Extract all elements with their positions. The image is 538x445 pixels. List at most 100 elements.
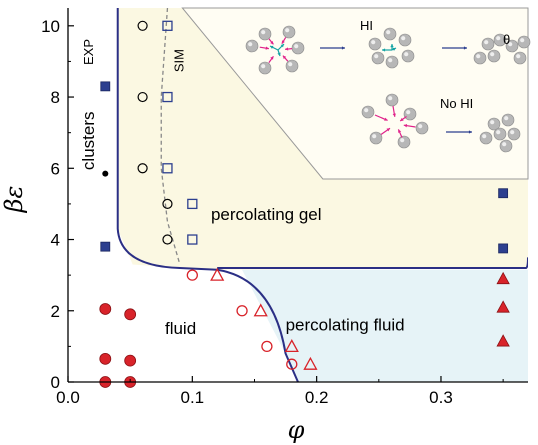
y-tick-label: 10 (41, 17, 60, 36)
inset-ball (487, 117, 501, 131)
inset-ball (369, 131, 383, 145)
inset-label-theta: θ (503, 32, 510, 47)
inset-ball (291, 41, 305, 55)
inset-ball (493, 127, 507, 141)
x-tick-label: 0.0 (56, 388, 80, 407)
data-point-open-circle-red (186, 269, 198, 281)
label-clusters: clusters (79, 111, 98, 170)
data-point-filled-circle-black (102, 170, 109, 177)
y-tick-label: 2 (51, 302, 60, 321)
data-point-open-triangle-red (253, 303, 268, 317)
data-point-filled-square-blue (498, 243, 509, 254)
data-point-open-circle-black (137, 20, 148, 31)
label-percolating-fluid: percolating fluid (286, 315, 405, 334)
inset-arrow (282, 55, 289, 62)
inset-ball (368, 37, 382, 51)
inset-arrow (399, 116, 407, 122)
inset-ball (403, 107, 417, 121)
y-tick-label: 6 (51, 159, 60, 178)
data-point-open-circle-black (162, 198, 173, 210)
inset-ball (258, 61, 272, 75)
inset-ball (507, 127, 521, 141)
data-points-layer (99, 20, 510, 388)
data-point-filled-circle-red (99, 352, 112, 365)
inset-label-hi: HI (360, 18, 373, 33)
axes-layer: 0.0 0.1 0.2 0.3 0 2 4 6 8 10 φ βε (0, 8, 528, 444)
y-tick-label: 4 (51, 231, 60, 250)
inset-arrow (277, 49, 281, 57)
x-tick-label: 0.1 (181, 388, 205, 407)
x-tick-label: 0.3 (429, 388, 453, 407)
inset-panel (181, 7, 529, 180)
inset-flow-arrow (446, 130, 472, 134)
inset-ball (361, 105, 375, 119)
data-point-open-circle-black (162, 234, 173, 245)
inset-ball (505, 39, 519, 53)
inset-arrow (284, 47, 293, 51)
inset-schematic (181, 7, 531, 180)
data-point-filled-circle-red (99, 303, 112, 315)
data-point-filled-triangle-red (496, 334, 510, 347)
inset-ball (473, 51, 487, 65)
inset-ball (282, 25, 296, 39)
data-point-open-circle-black (137, 163, 148, 174)
data-point-open-square-blue (187, 234, 198, 245)
inset-ball (481, 37, 495, 51)
sim-boundary-line (160, 8, 181, 265)
inset-ball (383, 27, 397, 41)
inset-ball (245, 39, 259, 53)
inset-ball (371, 51, 385, 65)
y-tick-label: 0 (51, 373, 60, 392)
data-point-open-square-blue (162, 163, 173, 174)
label-exp: EXP (81, 39, 96, 65)
inset-arrow (268, 38, 274, 45)
inset-ball (513, 51, 527, 65)
inset-ball (499, 139, 513, 153)
y-tick-label: 8 (51, 88, 60, 107)
data-point-filled-circle-red (124, 308, 137, 321)
y-axis-label: βε (0, 186, 28, 214)
inset-ball (397, 135, 411, 149)
inset-arrow (392, 105, 396, 117)
inset-arrow (269, 45, 279, 51)
data-point-open-triangle-red (303, 356, 318, 370)
data-point-open-triangle-red (284, 339, 299, 353)
inset-arrow (259, 46, 269, 50)
percolating-fluid-region (242, 269, 528, 382)
data-point-open-square-blue (187, 198, 198, 210)
inset-ball (479, 131, 493, 145)
inset-arrow (403, 124, 416, 128)
inset-ball (285, 59, 299, 73)
data-point-open-circle-red (286, 358, 298, 370)
inset-arrow (268, 55, 274, 63)
inset-arrow (390, 44, 394, 50)
data-point-filled-circle-red (124, 354, 137, 367)
inset-ball (501, 113, 515, 127)
label-fluid: fluid (165, 319, 196, 338)
data-point-filled-triangle-red (496, 300, 510, 313)
inset-arrow (397, 129, 403, 138)
data-point-filled-square-blue (100, 241, 111, 252)
region-labels-layer: HI No HI θ percolating gel fluid percolating … (79, 18, 510, 338)
data-point-open-circle-red (236, 305, 248, 317)
data-point-filled-square-blue (498, 188, 509, 199)
gel-boundary-line (217, 257, 528, 270)
inset-arrow (374, 114, 388, 121)
data-point-open-triangle-red (210, 267, 225, 281)
inset-arrow (380, 127, 391, 135)
inset-ball (385, 93, 399, 107)
inset-ball (487, 49, 501, 63)
x-tick-label: 0.2 (305, 388, 329, 407)
inset-arrow (277, 43, 285, 51)
inset-ball (401, 49, 415, 63)
inset-label-no-hi: No HI (440, 96, 473, 111)
inset-ball (385, 55, 399, 69)
inset-ball (398, 33, 412, 47)
data-point-filled-triangle-red (496, 271, 510, 285)
inset-ball (493, 33, 507, 47)
inset-arrow (391, 47, 397, 51)
data-point-open-circle-red (261, 340, 273, 353)
inset-ball (258, 27, 272, 41)
inset-flow-arrow (320, 46, 345, 50)
